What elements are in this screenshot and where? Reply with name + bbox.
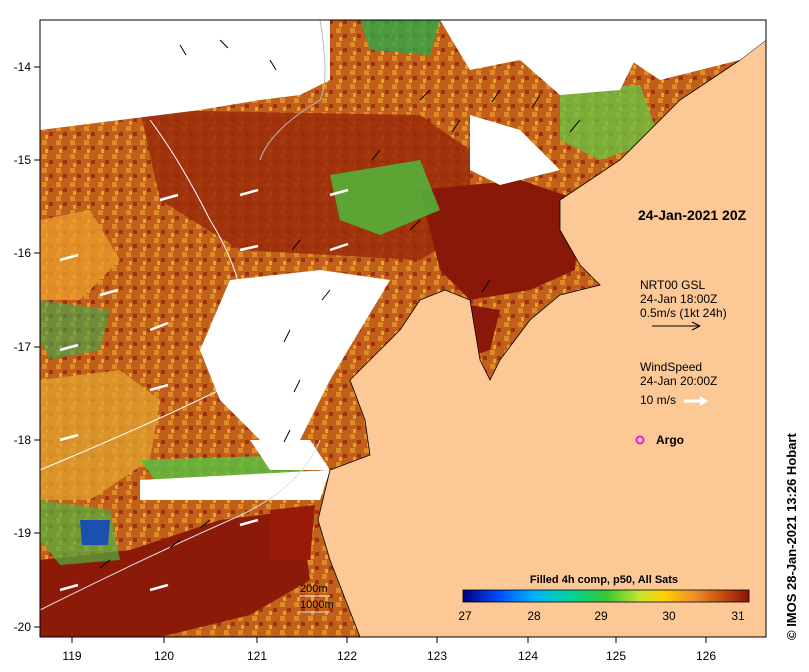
lon-tick-121: 121 [247, 649, 267, 663]
colorbar-tick-27: 27 [458, 609, 472, 623]
isobaths [39, 19, 326, 611]
lon-tick-125: 125 [606, 649, 626, 663]
map-title: 24-Jan-2021 20Z [638, 207, 747, 223]
lat-tick-14: -14 [14, 60, 32, 74]
lat-tick-15: -15 [14, 153, 32, 167]
isobath-legend: 200m 1000m [300, 583, 334, 613]
current-legend-line2: 24-Jan 18:00Z [640, 292, 717, 306]
land-mass [317, 20, 767, 638]
lon-tick-124: 124 [518, 649, 538, 663]
plot-frame [39, 19, 767, 638]
argo-legend: Argo [635, 433, 684, 447]
lon-tick-122: 122 [337, 649, 357, 663]
lat-tick-16: -16 [14, 246, 32, 260]
argo-label: Argo [656, 433, 684, 447]
isobath-1000m: 1000m [300, 599, 334, 611]
wind-arrows [59, 188, 349, 592]
lon-tick-126: 126 [696, 649, 716, 663]
wind-legend-line2: 24-Jan 20:00Z [640, 374, 717, 388]
current-legend-line1: NRT00 GSL [640, 278, 705, 292]
current-legend-line3: 0.5m/s (1kt 24h) [640, 306, 727, 320]
current-arrows [99, 39, 581, 569]
wind-legend: WindSpeed 24-Jan 20:00Z 10 m/s [640, 360, 717, 407]
lat-tick-17: -17 [14, 340, 32, 354]
land-upper [600, 20, 766, 80]
longitude-labels: 119 120 121 122 123 124 125 126 [62, 649, 716, 663]
lon-tick-123: 123 [427, 649, 447, 663]
lat-tick-19: -19 [14, 526, 32, 540]
colorbar-title: Filled 4h comp, p50, All Sats [530, 574, 678, 586]
colorbar-tick-30: 30 [662, 609, 676, 623]
wind-legend-line1: WindSpeed [640, 360, 702, 374]
wind-legend-line3: 10 m/s [640, 393, 676, 407]
latitude-labels: -14 -15 -16 -17 -18 -19 -20 [14, 60, 32, 634]
isobath-200m: 200m [300, 583, 328, 595]
argo-marker-icon [635, 435, 645, 445]
colorbar-tick-29: 29 [594, 609, 608, 623]
lon-tick-120: 120 [154, 649, 174, 663]
colorbar: Filled 4h comp, p50, All Sats 27 28 29 3… [458, 574, 750, 623]
axis-ticks [34, 66, 707, 643]
lat-tick-18: -18 [14, 433, 32, 447]
credit-text: © IMOS 28-Jan-2021 13:26 Hobart [784, 433, 799, 640]
lon-tick-119: 119 [62, 649, 81, 663]
colorbar-ramp [462, 589, 750, 603]
colorbar-tick-31: 31 [731, 609, 745, 623]
current-legend: NRT00 GSL 24-Jan 18:00Z 0.5m/s (1kt 24h) [640, 278, 727, 331]
colorbar-tick-28: 28 [527, 609, 541, 623]
lat-tick-20: -20 [14, 620, 32, 634]
